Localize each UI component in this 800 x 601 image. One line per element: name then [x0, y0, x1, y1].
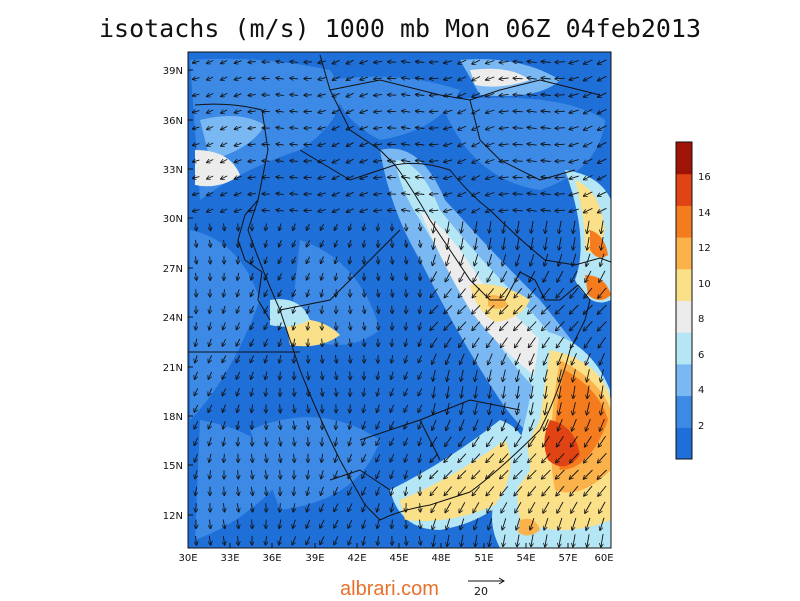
lat-label: 27N [163, 264, 183, 275]
colorbar-segment [676, 269, 692, 301]
lon-label: 39E [305, 553, 324, 564]
colorbar-label: 10 [698, 279, 711, 290]
colorbar-segment [676, 427, 692, 459]
colorbar [676, 142, 692, 460]
colorbar-labels: 2 4 6 8 10 12 14 16 [698, 172, 711, 432]
lat-label: 21N [163, 363, 183, 374]
colorbar-segment [676, 237, 692, 269]
colorbar-segment [676, 396, 692, 428]
lon-label: 60E [594, 553, 613, 564]
longitude-labels: 30E 33E 36E 39E 42E 45E 48E 51E 54E 57E … [178, 553, 613, 564]
reference-vector-arrow [466, 576, 510, 600]
lon-label: 33E [220, 553, 239, 564]
lon-label: 36E [262, 553, 281, 564]
lon-label: 54E [516, 553, 535, 564]
colorbar-label: 16 [698, 172, 711, 183]
colorbar-label: 8 [698, 314, 704, 325]
lat-label: 18N [163, 412, 183, 423]
lon-label: 30E [178, 553, 197, 564]
lat-label: 30N [163, 214, 183, 225]
lat-label: 36N [163, 116, 183, 127]
colorbar-label: 4 [698, 385, 704, 396]
colorbar-segment [676, 301, 692, 333]
watermark-text: albrari.com [340, 578, 439, 601]
lon-label: 57E [558, 553, 577, 564]
lon-label: 42E [347, 553, 366, 564]
colorbar-label: 6 [698, 350, 704, 361]
lat-label: 33N [163, 165, 183, 176]
colorbar-segment [676, 142, 692, 174]
lon-label: 45E [389, 553, 408, 564]
lat-label: 12N [163, 511, 183, 522]
lat-label: 39N [163, 66, 183, 77]
colorbar-segment [676, 332, 692, 364]
colorbar-label: 2 [698, 421, 704, 432]
colorbar-label: 14 [698, 208, 711, 219]
colorbar-segment [676, 205, 692, 237]
lon-label: 48E [431, 553, 450, 564]
lon-label: 51E [474, 553, 493, 564]
latitude-labels: 39N 36N 33N 30N 27N 24N 21N 18N 15N 12N [163, 66, 183, 522]
colorbar-label: 12 [698, 243, 711, 254]
colorbar-segment [676, 174, 692, 206]
lat-label: 15N [163, 461, 183, 472]
colorbar-segment [676, 364, 692, 396]
lat-label: 24N [163, 313, 183, 324]
reference-vector-label: 20 [474, 585, 488, 598]
